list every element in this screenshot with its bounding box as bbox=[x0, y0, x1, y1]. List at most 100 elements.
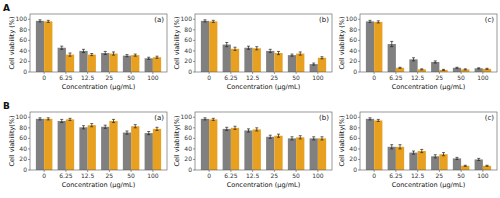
y-tick-label: 0 bbox=[353, 166, 357, 173]
error-bar bbox=[247, 46, 250, 49]
y-tick-label: 80 bbox=[19, 124, 27, 131]
y-tick bbox=[28, 159, 30, 160]
bar bbox=[439, 154, 447, 170]
panel: 02040608010006.2512.52550100Concentratio… bbox=[3, 101, 167, 189]
y-tick-label: 100 bbox=[181, 113, 193, 120]
plot-frame bbox=[195, 112, 332, 170]
error-bar bbox=[90, 124, 93, 127]
y-tick-label: 60 bbox=[19, 134, 27, 141]
bar bbox=[253, 129, 261, 170]
bar bbox=[79, 127, 87, 170]
error-bar bbox=[434, 155, 437, 158]
bar bbox=[388, 44, 396, 72]
bar bbox=[131, 126, 139, 170]
bar bbox=[288, 55, 296, 72]
x-tick-label: 6.25 bbox=[224, 74, 238, 81]
y-tick bbox=[358, 29, 360, 30]
error-bar bbox=[464, 165, 467, 166]
error-bar bbox=[412, 58, 415, 61]
bar bbox=[145, 133, 153, 170]
y-tick-label: 80 bbox=[19, 26, 27, 33]
y-tick bbox=[28, 138, 30, 139]
error-bar bbox=[204, 118, 207, 120]
x-tick-label: 0 bbox=[42, 172, 46, 179]
plot-frame bbox=[30, 14, 167, 72]
bar bbox=[409, 59, 417, 72]
x-tick-label: 50 bbox=[127, 74, 135, 81]
y-tick-label: 60 bbox=[349, 134, 357, 141]
error-bar bbox=[155, 56, 158, 58]
y-tick bbox=[358, 159, 360, 160]
y-tick bbox=[28, 50, 30, 51]
bar bbox=[88, 125, 96, 170]
x-tick-label: 50 bbox=[457, 74, 465, 81]
error-bar bbox=[369, 20, 372, 22]
panel-title: (a) bbox=[154, 114, 164, 122]
y-tick bbox=[28, 40, 30, 41]
panel: 02040608010006.2512.52550100Concentratio… bbox=[3, 3, 167, 91]
error-bar bbox=[225, 42, 228, 46]
y-tick bbox=[28, 19, 30, 20]
x-tick-label: 25 bbox=[271, 172, 279, 179]
error-bar bbox=[434, 61, 437, 63]
y-tick bbox=[28, 61, 30, 62]
x-axis-label: Concentration (μg/mL) bbox=[227, 181, 301, 189]
bar bbox=[475, 159, 483, 170]
plot-frame bbox=[360, 14, 497, 72]
bar bbox=[318, 58, 326, 72]
error-bar bbox=[60, 46, 63, 49]
panel: 02040608010006.2512.52550100Concentratio… bbox=[173, 112, 332, 189]
error-bar bbox=[369, 118, 372, 120]
x-tick-label: 12.5 bbox=[246, 172, 260, 179]
y-tick-label: 0 bbox=[188, 166, 192, 173]
bar bbox=[310, 64, 318, 72]
x-tick-label: 6.25 bbox=[59, 74, 73, 81]
error-bar bbox=[477, 158, 480, 160]
y-tick-label: 60 bbox=[184, 36, 192, 43]
x-tick-label: 50 bbox=[292, 74, 300, 81]
bar bbox=[461, 166, 469, 170]
error-bar bbox=[464, 69, 467, 70]
error-bar bbox=[477, 68, 480, 69]
error-bar bbox=[485, 165, 488, 166]
bar bbox=[58, 121, 66, 170]
x-tick-label: 25 bbox=[271, 74, 279, 81]
x-tick-label: 25 bbox=[436, 74, 444, 81]
y-tick bbox=[193, 29, 195, 30]
bar bbox=[266, 137, 274, 170]
bar bbox=[288, 138, 296, 170]
x-tick-label: 12.5 bbox=[411, 172, 425, 179]
panel: 02040608010006.2512.52550100Concentratio… bbox=[338, 14, 497, 91]
panel-title: (c) bbox=[485, 114, 495, 122]
bar bbox=[296, 54, 304, 72]
plot-area bbox=[201, 20, 326, 72]
y-tick bbox=[28, 148, 30, 149]
y-tick-label: 40 bbox=[349, 145, 357, 152]
bar bbox=[66, 55, 74, 72]
y-tick bbox=[358, 148, 360, 149]
bar bbox=[36, 21, 44, 72]
y-tick-label: 60 bbox=[19, 36, 27, 43]
x-tick-label: 50 bbox=[457, 172, 465, 179]
bar bbox=[209, 119, 217, 170]
y-tick-label: 80 bbox=[184, 124, 192, 131]
bar bbox=[483, 69, 491, 72]
error-bar bbox=[269, 49, 272, 52]
x-axis-label: Concentration (μg/mL) bbox=[392, 181, 466, 189]
error-bar bbox=[39, 118, 42, 120]
x-tick-label: 6.25 bbox=[224, 172, 238, 179]
error-bar bbox=[312, 63, 315, 65]
y-tick-label: 40 bbox=[184, 47, 192, 54]
y-tick bbox=[193, 61, 195, 62]
error-bar bbox=[277, 134, 280, 137]
bar bbox=[209, 21, 217, 72]
plot-area bbox=[366, 20, 491, 72]
error-bar bbox=[269, 135, 272, 138]
y-axis-label: Cell viability(%) bbox=[173, 115, 181, 166]
x-tick-label: 100 bbox=[477, 74, 489, 81]
y-tick-label: 0 bbox=[23, 68, 27, 75]
x-tick-label: 25 bbox=[106, 74, 114, 81]
error-bar bbox=[412, 151, 415, 154]
error-bar bbox=[277, 51, 280, 54]
y-tick bbox=[193, 19, 195, 20]
